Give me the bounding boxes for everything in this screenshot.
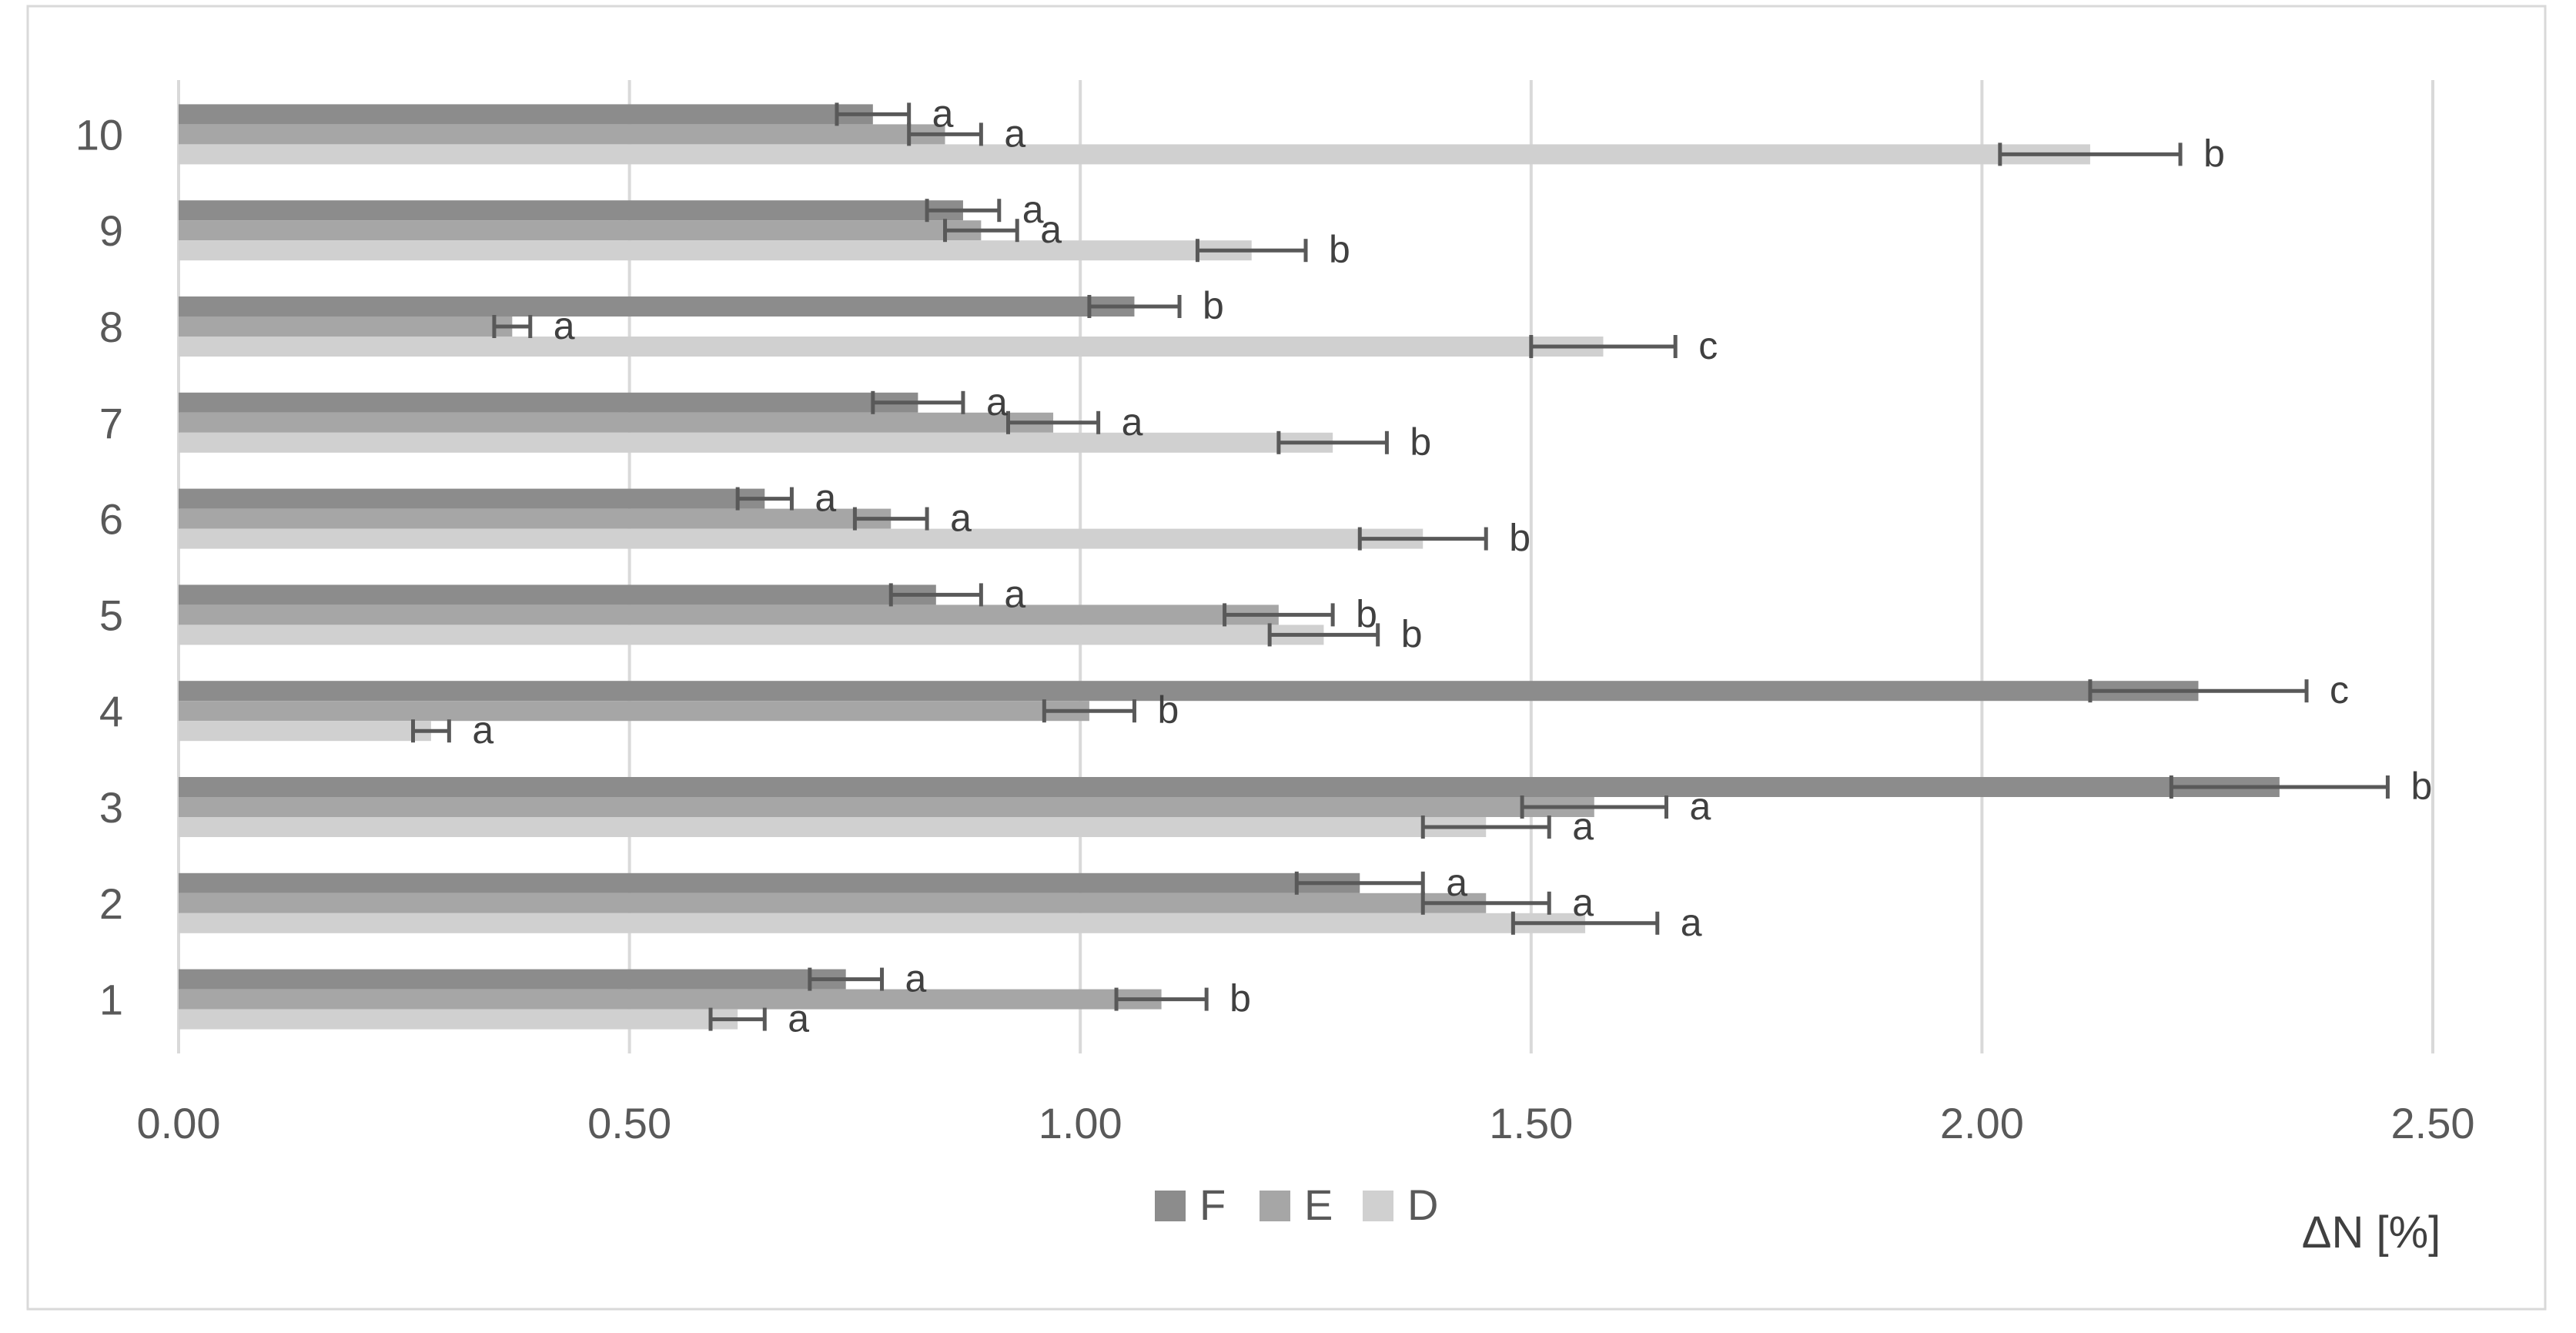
significance-label: b [2410,765,2432,808]
significance-label: a [950,497,972,540]
significance-label: a [1004,112,1025,155]
significance-label: a [1446,861,1467,904]
significance-label: a [932,92,954,135]
category-label: 7 [99,399,123,447]
legend-swatch-F [1155,1191,1186,1221]
value-axis: 0.00 0.50 1.00 1.50 2.00 2.50 [137,1099,2475,1147]
bar-D-2 [179,913,1586,933]
x-tick-label: 1.00 [1039,1099,1122,1147]
x-tick-label: 2.00 [1940,1099,2024,1147]
bar-E-2 [179,893,1487,913]
bar-F-9 [179,200,963,221]
bar-F-1 [179,969,846,990]
bar-E-6 [179,508,892,529]
category-label: 10 [75,110,123,159]
significance-label: a [1004,572,1025,615]
significance-label: a [1689,785,1711,828]
significance-label: b [1410,420,1431,464]
significance-label: b [1203,284,1224,327]
x-tick-label: 1.50 [1489,1099,1573,1147]
significance-label: b [1356,592,1377,635]
category-label: 2 [99,879,123,928]
bar-F-3 [179,777,2280,797]
bar-D-6 [179,528,1423,549]
x-tick-label: 2.50 [2391,1099,2475,1147]
category-label: 6 [99,495,123,544]
bar-F-5 [179,584,936,605]
significance-label: a [1022,188,1044,231]
bar-E-7 [179,412,1054,433]
bar-D-1 [179,1009,738,1030]
bar-F-2 [179,872,1360,893]
bar-F-6 [179,488,765,509]
significance-label: a [1572,805,1594,848]
bar-E-8 [179,317,513,337]
x-axis-title: ΔN [%] [2302,1207,2441,1258]
significance-label: a [1681,901,1702,944]
significance-label: a [788,997,809,1040]
significance-label: c [1698,324,1718,367]
error-bars [411,102,2390,1031]
legend-label-E: E [1304,1181,1333,1229]
bar-D-8 [179,337,1604,357]
legend-label-F: F [1199,1181,1226,1229]
category-label: 4 [99,687,123,735]
bar-D-3 [179,817,1487,837]
legend-swatch-D [1363,1191,1393,1221]
bar-D-7 [179,432,1333,453]
bars [179,104,2280,1030]
bar-E-3 [179,797,1594,817]
bar-D-10 [179,144,2090,165]
legend-swatch-E [1260,1191,1290,1221]
significance-label: b [1509,517,1531,560]
bar-D-5 [179,625,1324,645]
significance-label: a [905,957,927,1000]
significance-label: a [472,708,493,752]
significance-label: b [1329,228,1350,271]
bar-F-4 [179,681,2199,702]
bar-F-7 [179,392,918,413]
category-label: 3 [99,783,123,832]
significance-label: a [1572,881,1594,924]
bar-F-8 [179,296,1135,317]
category-label: 9 [99,206,123,255]
significance-label: a [1122,400,1143,444]
significance-label: b [1157,688,1179,732]
x-tick-label: 0.50 [587,1099,671,1147]
category-axis: 1 2 3 4 5 6 7 8 9 10 [75,110,123,1023]
bar-D-9 [179,240,1252,261]
bar-D-4 [179,721,431,742]
bar-E-10 [179,124,945,145]
category-label: 5 [99,591,123,639]
significance-label: b [1229,977,1251,1020]
significance-label: a [1040,208,1062,251]
legend-label-D: D [1407,1181,1438,1229]
significance-label: b [2203,132,2225,175]
bar-E-4 [179,701,1089,722]
bar-E-5 [179,605,1279,625]
bar-F-10 [179,104,873,125]
x-tick-label: 0.00 [137,1099,221,1147]
bar-E-9 [179,220,982,241]
significance-label: a [986,380,1008,424]
category-label: 8 [99,303,123,351]
significance-label: b [1401,612,1423,655]
significance-label: a [554,304,575,347]
significance-label: c [2330,668,2349,712]
bar-E-1 [179,989,1162,1010]
significance-label: a [815,477,836,520]
category-label: 1 [99,976,123,1024]
